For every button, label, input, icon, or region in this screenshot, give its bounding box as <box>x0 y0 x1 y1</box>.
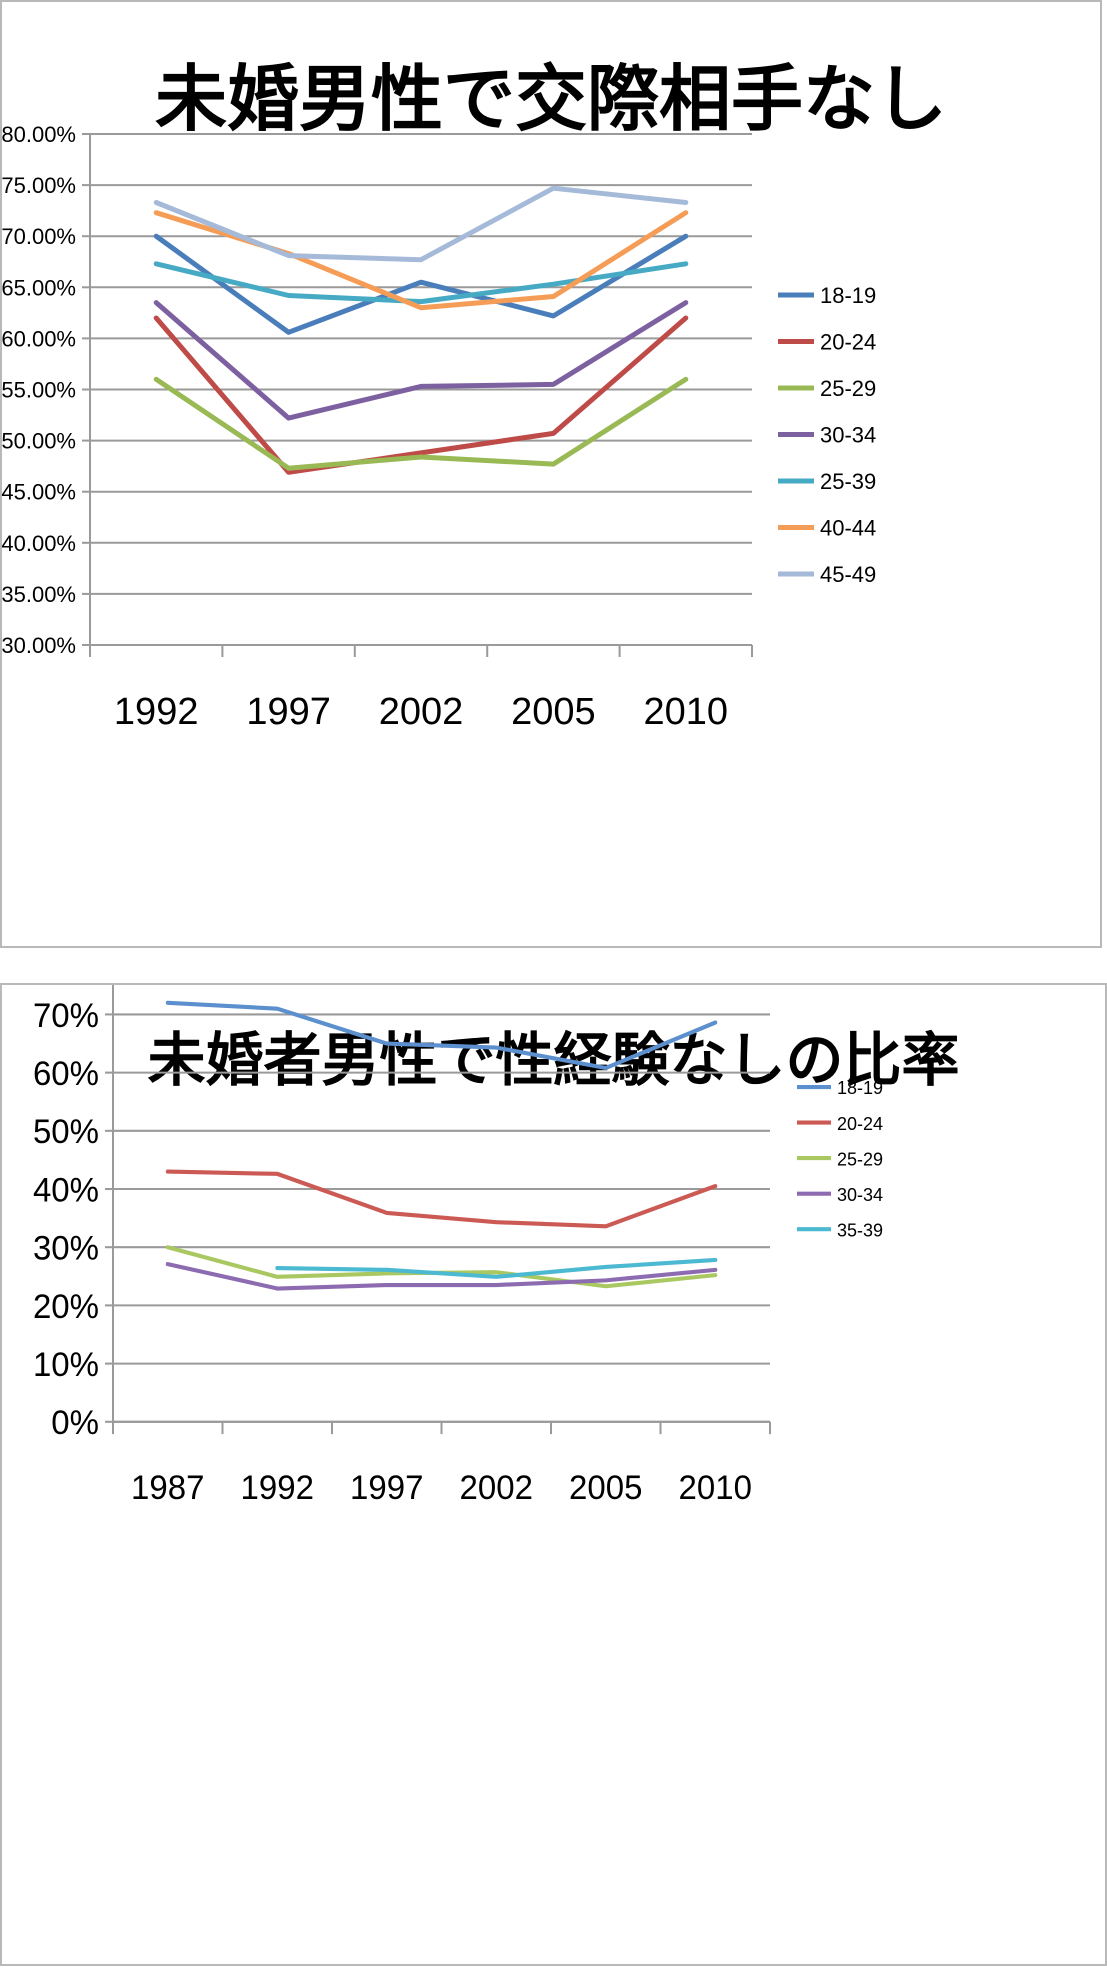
series-line-18-19 <box>153 233 689 335</box>
series-line-20-24 <box>165 1169 718 1229</box>
legend-label: 35-39 <box>837 1219 883 1240</box>
legend-label: 30-34 <box>820 423 876 448</box>
chart-panel-dating: 未婚男性で交際相手なし 30.00% 35.00% 40.00% 45.00% 50.0… <box>0 0 1102 948</box>
chart-title: 未婚男性で交際相手なし <box>154 57 947 141</box>
y-tick-label: 40% <box>33 1172 99 1210</box>
x-tick-label: 1987 <box>131 1470 204 1508</box>
x-tick-label: 1997 <box>246 691 331 733</box>
x-tick-label: 2005 <box>511 691 596 733</box>
series-line-25-29 <box>153 376 689 471</box>
x-tick-label: 2002 <box>460 1470 533 1508</box>
legend-label: 30-34 <box>837 1184 883 1205</box>
legend-label: 20-24 <box>837 1113 883 1134</box>
series-line-30-34 <box>165 1262 718 1291</box>
legend-label: 45-49 <box>820 562 876 587</box>
series-line-20-24 <box>153 315 689 475</box>
y-tick-label: 10% <box>33 1347 99 1385</box>
x-tick-label: 1997 <box>350 1470 423 1508</box>
legend-label: 25-29 <box>837 1148 883 1169</box>
x-tick-label: 2005 <box>569 1470 642 1508</box>
x-tick-label: 2010 <box>679 1470 752 1508</box>
x-tick-label: 2010 <box>644 691 729 733</box>
y-tick-label: 20% <box>33 1288 99 1326</box>
series-line-45-49 <box>153 185 689 263</box>
legend-label: 40-44 <box>820 516 876 541</box>
y-tick-label: 0% <box>51 1405 99 1443</box>
line-chart-dating: 30.00% 35.00% 40.00% 45.00% 50.00% 55.00% 60.0… <box>2 122 876 733</box>
y-tick-label: 60% <box>33 1056 99 1094</box>
line-chart-experience: 0%10%20%30%40%50%60%70%80%90%100%1987199… <box>33 985 883 1508</box>
y-tick-label: 35.00% <box>2 582 76 607</box>
legend-label: 25-29 <box>820 376 876 401</box>
legend-label: 20-24 <box>820 330 876 355</box>
y-tick-label: 70% <box>33 997 99 1035</box>
chart-panel-experience: 未婚者男性で性経験なしの比率 0%10%20%30%40%50%60%70%80… <box>0 983 1107 1966</box>
x-tick-label: 1992 <box>241 1470 314 1508</box>
y-tick-label: 75.00% <box>2 173 76 198</box>
plot-area: 0%10%20%30%40%50%60%70%80%90%100%1987199… <box>33 985 883 1508</box>
y-tick-label: 40.00% <box>2 531 76 556</box>
y-tick-label: 70.00% <box>2 224 76 249</box>
y-tick-label: 65.00% <box>2 275 76 300</box>
legend-label: 18-19 <box>820 283 876 308</box>
legend-label: 25-39 <box>820 469 876 494</box>
y-tick-label: 30.00% <box>2 633 76 658</box>
x-tick-label: 1992 <box>114 691 199 733</box>
legend-label: 18-19 <box>837 1077 883 1098</box>
y-tick-label: 80.00% <box>2 122 76 147</box>
y-tick-label: 50.00% <box>2 429 76 454</box>
y-tick-label: 45.00% <box>2 480 76 505</box>
y-tick-label: 50% <box>33 1114 99 1152</box>
y-tick-label: 60.00% <box>2 326 76 351</box>
series-line-35-39 <box>275 1257 718 1279</box>
y-tick-label: 30% <box>33 1230 99 1268</box>
y-tick-label: 55.00% <box>2 378 76 403</box>
x-tick-label: 2002 <box>379 691 464 733</box>
series-line-25-39 <box>153 261 689 305</box>
series-line-30-34 <box>153 300 689 421</box>
series-line-18-19 <box>165 1000 718 1071</box>
